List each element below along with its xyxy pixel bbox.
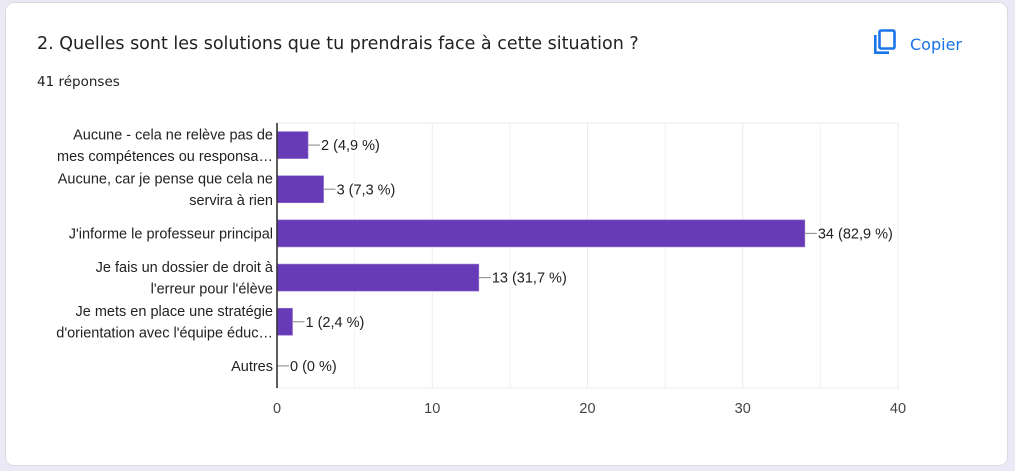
category-label-line: Aucune - cela ne relève pas de bbox=[73, 127, 273, 143]
category-label-line: J'informe le professeur principal bbox=[69, 226, 273, 242]
category-label-line: servira à rien bbox=[189, 193, 273, 209]
question-title: 2. Quelles sont les solutions que tu pre… bbox=[37, 34, 639, 54]
category-label: Je mets en place une stratégie d'orientat… bbox=[56, 304, 273, 342]
category-label-line: Je fais un dossier de droit à bbox=[96, 260, 274, 276]
copy-button[interactable]: Copier bbox=[873, 28, 962, 60]
bar bbox=[276, 131, 309, 159]
category-label-line: Aucune, car je pense que cela ne bbox=[58, 172, 273, 188]
category-label: J'informe le professeur principal bbox=[69, 226, 273, 242]
copy-icon bbox=[873, 28, 897, 60]
x-tick-label: 10 bbox=[424, 401, 440, 417]
x-tick-label: 30 bbox=[735, 401, 751, 417]
data-label: 1 (2,4 %) bbox=[306, 315, 365, 331]
bar bbox=[276, 307, 293, 336]
copy-button-label: Copier bbox=[910, 34, 962, 54]
data-label: 2 (4,9 %) bbox=[321, 138, 380, 154]
bar bbox=[276, 219, 806, 248]
category-label: Aucune - cela ne relève pas de mes compét… bbox=[57, 127, 273, 165]
x-tick-label: 0 bbox=[273, 401, 281, 417]
x-tick-label: 40 bbox=[890, 401, 906, 417]
response-count: 41 réponses bbox=[37, 74, 120, 90]
x-tick-label: 20 bbox=[579, 401, 595, 417]
category-label-line: mes compétences ou responsa… bbox=[57, 149, 273, 165]
category-label: Je fais un dossier de droit à l'erreur po… bbox=[96, 260, 274, 298]
category-label-line: d'orientation avec l'équipe éduc… bbox=[56, 326, 273, 342]
category-label: Autres bbox=[231, 359, 273, 375]
data-label: 34 (82,9 %) bbox=[818, 226, 893, 242]
data-label: 3 (7,3 %) bbox=[337, 182, 396, 198]
category-label-line: Autres bbox=[231, 359, 273, 375]
category-label: Aucune, car je pense que cela ne servira … bbox=[58, 172, 273, 210]
data-label: 13 (31,7 %) bbox=[492, 271, 567, 287]
bar bbox=[276, 263, 480, 292]
category-label-line: l'erreur pour l'élève bbox=[151, 281, 273, 297]
bar bbox=[276, 175, 324, 204]
category-label-line: Je mets en place une stratégie bbox=[76, 304, 273, 320]
data-label: 0 (0 %) bbox=[290, 359, 337, 375]
